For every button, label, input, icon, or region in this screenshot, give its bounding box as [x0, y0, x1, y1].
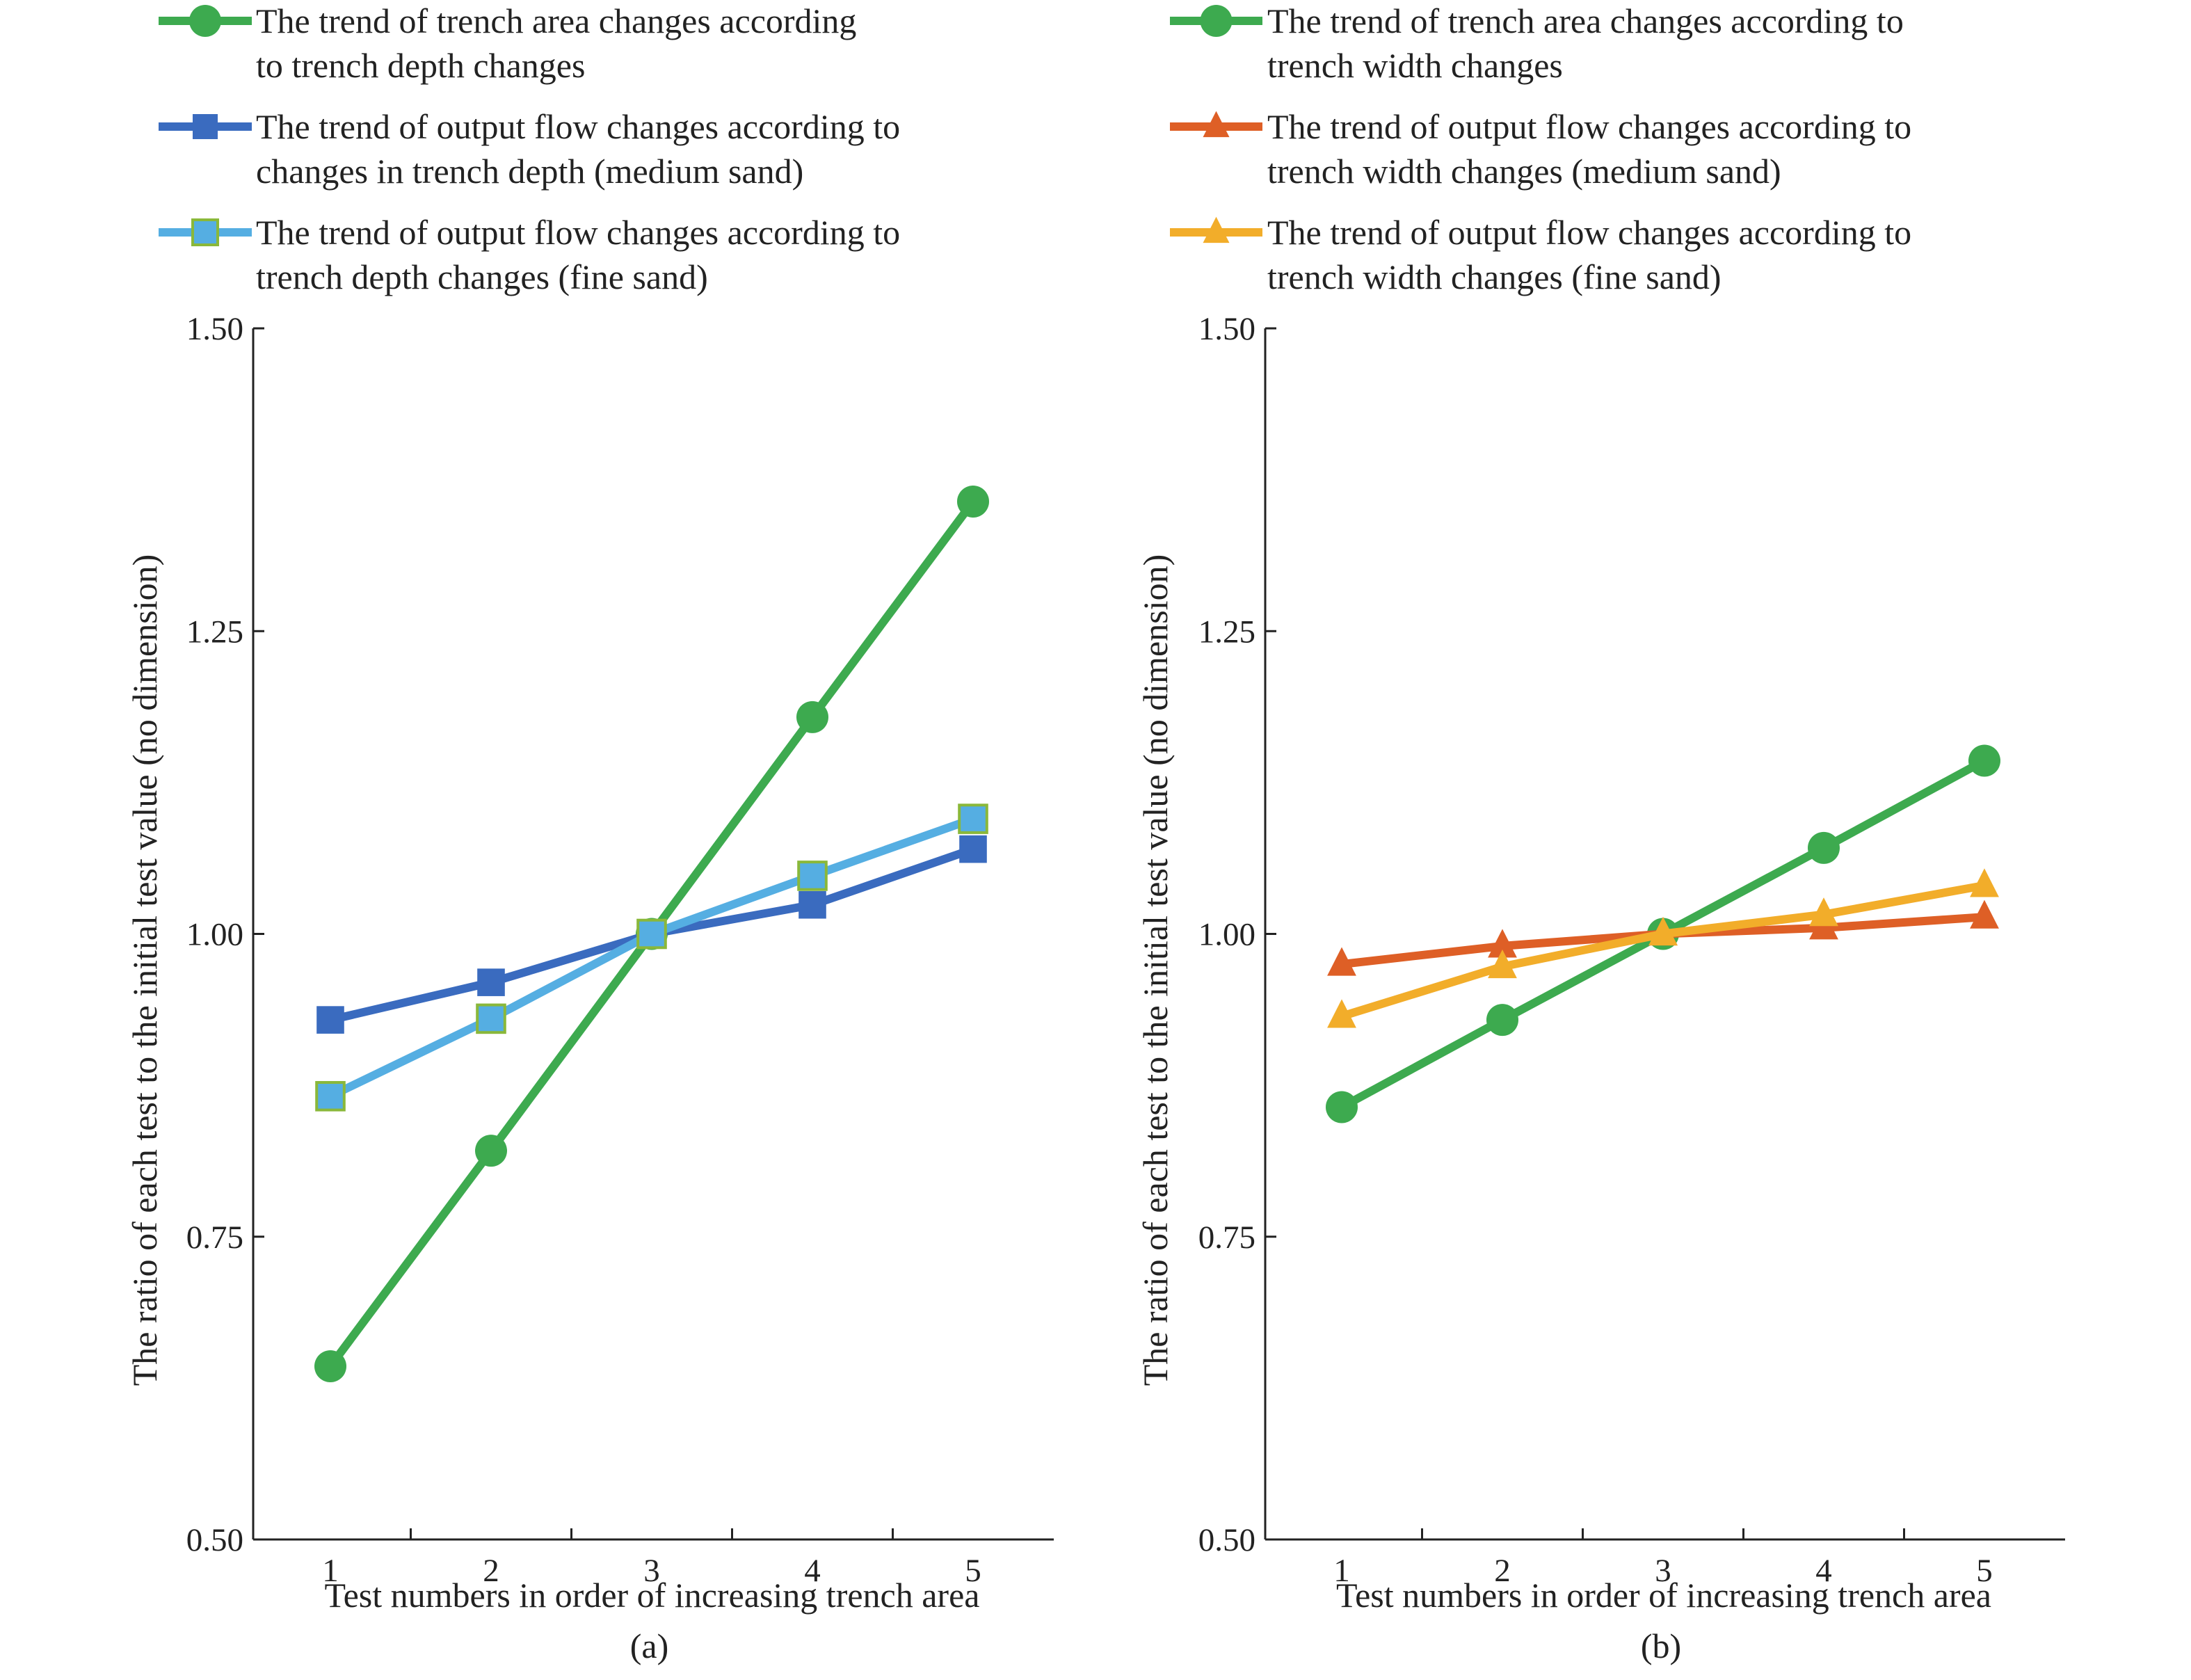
chart-panel-a: The trend of trench area changes accordi…: [125, 1, 1054, 1665]
y-tick-label: 0.50: [1198, 1522, 1255, 1558]
panel-label: (a): [630, 1626, 669, 1665]
data-point: [1648, 916, 1678, 946]
data-point: [1809, 897, 1838, 927]
x-tick-label: 4: [804, 1553, 821, 1589]
legend-item: The trend of output flow changes accordi…: [159, 213, 900, 296]
legend-label: The trend of trench area changes accordi…: [256, 1, 856, 40]
x-tick-label: 1: [1333, 1553, 1350, 1589]
legend-swatch-marker: [1200, 5, 1233, 37]
legend-label: The trend of output flow changes accordi…: [1267, 213, 1911, 252]
y-tick-label: 1.00: [186, 917, 243, 953]
y-tick-label: 1.50: [1198, 311, 1255, 347]
chart-panel-b: The trend of trench area changes accordi…: [1136, 1, 2065, 1665]
x-tick-label: 2: [483, 1553, 499, 1589]
data-point: [1970, 868, 1999, 897]
x-tick-label: 4: [1815, 1553, 1832, 1589]
legend-label: changes in trench depth (medium sand): [256, 152, 803, 191]
y-tick-label: 1.25: [1198, 614, 1255, 650]
data-point: [475, 1135, 507, 1167]
data-point: [957, 485, 989, 518]
legend-label: trench width changes (fine sand): [1267, 257, 1722, 296]
legend-label: to trench depth changes: [256, 46, 585, 85]
data-point: [477, 968, 505, 996]
legend-swatch-marker: [191, 218, 219, 246]
legend-item: The trend of output flow changes accordi…: [1170, 213, 1911, 296]
data-point: [314, 1350, 346, 1383]
legend-item: The trend of output flow changes accordi…: [1170, 107, 1911, 191]
panel-label: (b): [1641, 1626, 1681, 1665]
legend-label: The trend of output flow changes accordi…: [256, 213, 900, 252]
legend-item: The trend of output flow changes accordi…: [159, 107, 900, 191]
x-tick-label: 5: [965, 1553, 981, 1589]
x-tick-label: 1: [322, 1553, 339, 1589]
data-point: [316, 1006, 344, 1034]
legend-label: The trend of trench area changes accordi…: [1267, 1, 1904, 40]
legend-swatch-marker: [193, 114, 218, 139]
legend-swatch-marker: [1203, 111, 1230, 138]
legend-swatch-marker: [189, 5, 221, 37]
series-line: [326, 815, 977, 1101]
series-3: [315, 803, 988, 1112]
data-point: [1488, 929, 1517, 958]
data-point: [315, 1080, 346, 1112]
y-tick-label: 1.00: [1198, 917, 1255, 953]
legend-label: trench width changes (medium sand): [1267, 152, 1781, 191]
data-point: [636, 918, 667, 950]
legend: The trend of trench area changes accordi…: [159, 1, 900, 296]
y-tick-label: 0.75: [186, 1219, 243, 1256]
x-axis-label: Test numbers in order of increasing tren…: [325, 1576, 980, 1615]
legend-label: trench width changes: [1267, 46, 1563, 85]
legend-label: The trend of output flow changes accordi…: [256, 107, 900, 146]
x-tick-label: 3: [643, 1553, 660, 1589]
y-axis-label: The ratio of each test to the initial te…: [125, 554, 164, 1386]
legend-label: trench depth changes (fine sand): [256, 257, 708, 296]
y-axis-label: The ratio of each test to the initial te…: [1136, 554, 1175, 1386]
data-point: [959, 835, 987, 863]
data-point: [1488, 949, 1517, 979]
legend: The trend of trench area changes accordi…: [1170, 1, 1911, 296]
x-tick-label: 2: [1494, 1553, 1511, 1589]
y-tick-label: 1.25: [186, 614, 243, 650]
data-point: [1968, 744, 2000, 777]
data-point: [1326, 1091, 1358, 1123]
legend-item: The trend of trench area changes accordi…: [1170, 1, 1904, 85]
data-point: [1327, 947, 1356, 976]
data-point: [798, 890, 826, 919]
x-tick-label: 5: [1976, 1553, 1993, 1589]
series-3: [1327, 868, 1999, 1028]
legend-label: The trend of output flow changes accordi…: [1267, 107, 1911, 146]
y-tick-label: 1.50: [186, 311, 243, 347]
legend-item: The trend of trench area changes accordi…: [159, 1, 856, 85]
data-point: [1808, 831, 1840, 864]
data-point: [796, 701, 828, 733]
data-point: [797, 861, 828, 891]
data-point: [1970, 899, 1999, 929]
x-tick-label: 3: [1655, 1553, 1671, 1589]
y-tick-label: 0.50: [186, 1522, 243, 1558]
data-point: [1327, 999, 1356, 1028]
data-point: [476, 1003, 506, 1034]
legend-swatch-marker: [1203, 216, 1230, 243]
data-point: [958, 803, 988, 834]
x-axis-label: Test numbers in order of increasing tren…: [1336, 1576, 1991, 1615]
y-tick-label: 0.75: [1198, 1219, 1255, 1256]
data-point: [1486, 1004, 1518, 1037]
